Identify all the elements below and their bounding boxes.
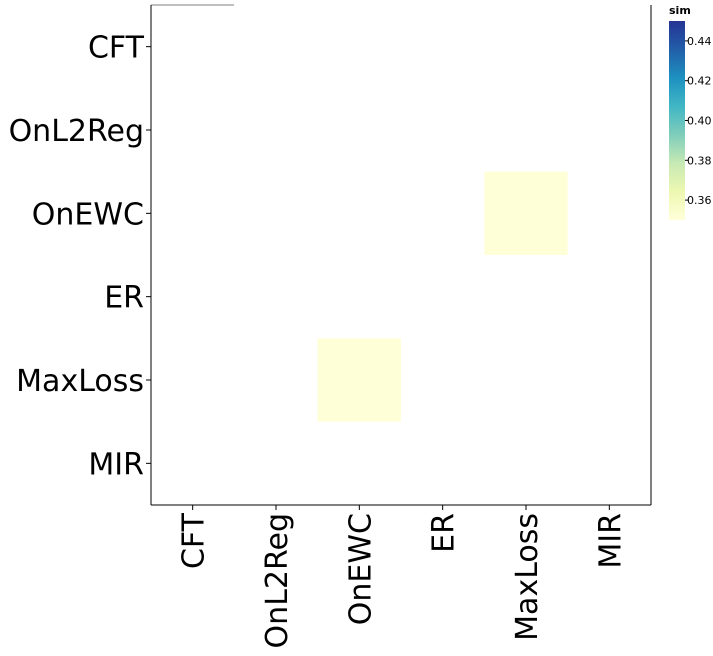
colorbar-tick-label: 0.36 [687, 194, 712, 207]
y-tick-label: CFT [88, 31, 145, 66]
x-tick-label: OnL2Reg [260, 513, 295, 648]
x-tick-label: MIR [593, 513, 628, 569]
colorbar-gradient [669, 21, 685, 220]
heatmap-cells [317, 171, 568, 422]
x-tick-label: ER [427, 513, 462, 553]
colorbar-ticks: 0.36 0.38 0.40 0.42 0.44 [685, 35, 712, 207]
heatmap-cell [317, 338, 401, 422]
y-tick-label: OnEWC [32, 197, 144, 232]
colorbar-tick-label: 0.40 [687, 115, 712, 128]
y-tick-label: MaxLoss [16, 364, 144, 399]
colorbar-tick-label: 0.38 [687, 154, 712, 167]
y-tick-labels: CFT OnL2Reg OnEWC ER MaxLoss MIR [9, 31, 151, 482]
x-tick-labels: CFT OnL2Reg OnEWC ER MaxLoss MIR [177, 505, 628, 648]
heatmap-cell [484, 171, 568, 255]
colorbar-title: sim [669, 4, 691, 17]
x-tick-label: OnEWC [343, 513, 378, 625]
x-tick-label: MaxLoss [510, 513, 545, 641]
y-tick-label: OnL2Reg [9, 114, 144, 149]
y-tick-label: MIR [88, 447, 144, 482]
x-tick-label: CFT [177, 512, 212, 569]
colorbar-tick-label: 0.44 [687, 35, 712, 48]
axes [150, 4, 652, 506]
colorbar: sim 0.36 0.38 0.40 0.42 0.44 [669, 4, 712, 220]
y-tick-label: ER [104, 281, 144, 316]
colorbar-tick-label: 0.42 [687, 75, 712, 88]
